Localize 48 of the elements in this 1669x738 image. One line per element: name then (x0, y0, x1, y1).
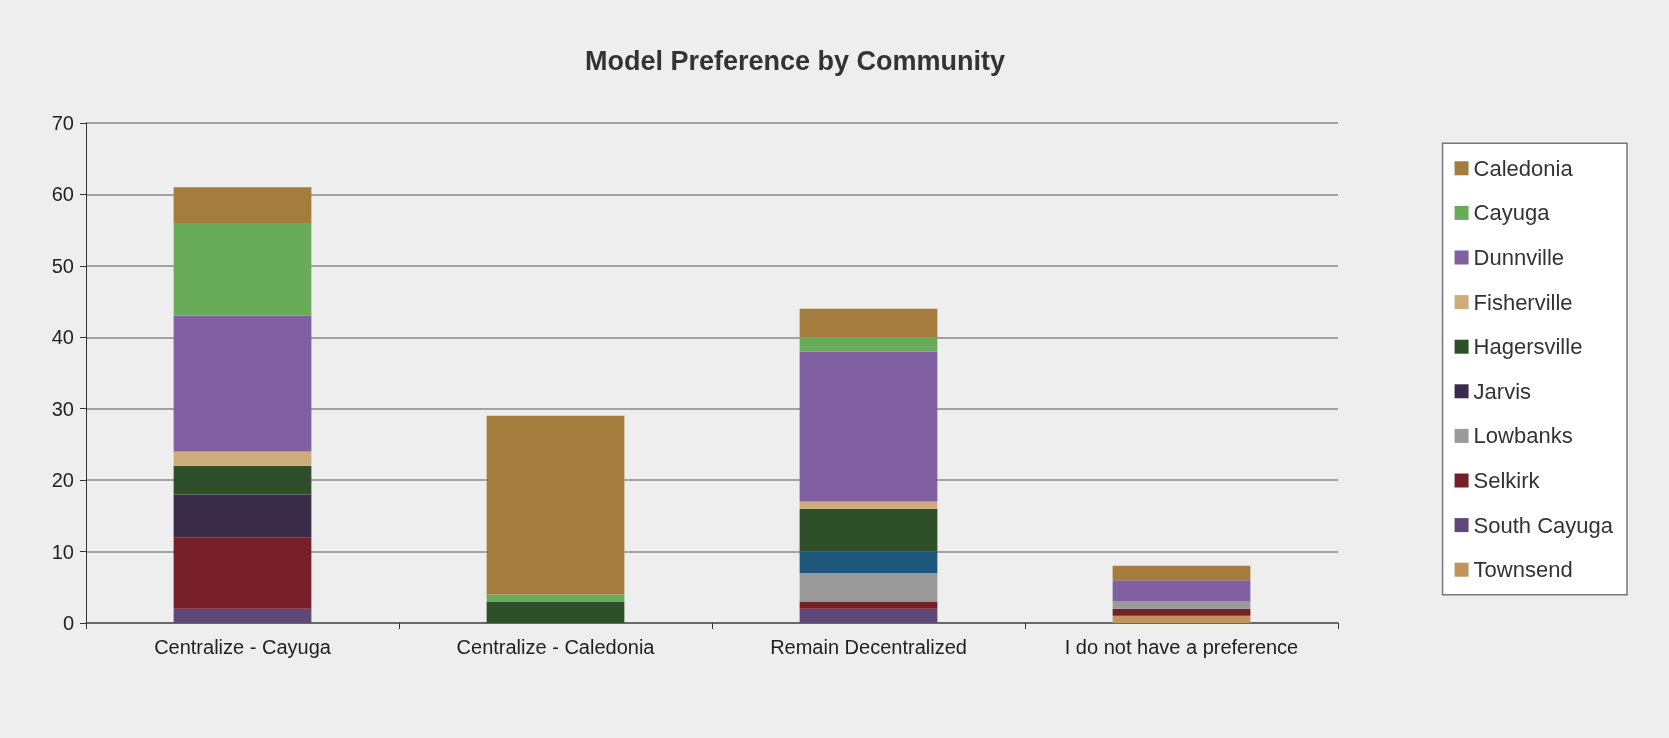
bar (1112, 565, 1251, 581)
bar (173, 315, 312, 452)
legend-label: Cayuga (1473, 200, 1551, 226)
legend-label: Hagersville (1473, 334, 1583, 360)
legend-label: Lowbanks (1473, 423, 1573, 449)
y-tick-label: 50 (51, 254, 74, 277)
x-tick-label: Centralize - Caledonia (456, 636, 656, 658)
y-tick-label: 30 (51, 397, 74, 420)
y-tick-label: 0 (62, 612, 74, 634)
bar (799, 351, 938, 502)
bar (173, 465, 312, 495)
bar (173, 537, 312, 609)
legend-label: Fisherville (1473, 289, 1573, 315)
legend-label: Jarvis (1473, 378, 1532, 404)
x-tick-label: Remain Decentralized (770, 636, 967, 658)
bar (799, 573, 938, 602)
legend-label: Townsend (1473, 557, 1573, 583)
bar (799, 501, 938, 509)
bar (486, 601, 625, 623)
bar (173, 187, 312, 223)
chart-title: Model Preference by Community (584, 45, 1006, 76)
bar (799, 608, 938, 623)
y-tick-label: 20 (51, 469, 74, 492)
bar (1112, 615, 1251, 623)
y-tick-label: 10 (51, 540, 74, 563)
bar (486, 594, 625, 602)
x-tick-label: Centralize - Cayuga (154, 636, 332, 658)
bar (799, 508, 938, 552)
legend-label: Caledonia (1473, 155, 1574, 181)
y-tick-label: 70 (51, 112, 74, 134)
legend-label: Dunnville (1473, 245, 1565, 270)
legend-label: South Cayuga (1473, 512, 1614, 538)
bar (1112, 580, 1251, 602)
y-tick-label: 40 (51, 326, 74, 349)
bar (799, 308, 938, 338)
bar (486, 415, 625, 595)
bar (1112, 601, 1251, 609)
bar (799, 601, 938, 609)
bar (173, 451, 312, 466)
bar (173, 494, 312, 538)
bar (173, 608, 312, 623)
y-tick-label: 60 (51, 183, 74, 206)
x-tick-label: I do not have a preference (1064, 636, 1299, 658)
bar (799, 551, 938, 573)
bar (1112, 608, 1251, 616)
bar (173, 223, 312, 316)
legend-label: Selkirk (1473, 468, 1541, 493)
bar (799, 337, 938, 352)
